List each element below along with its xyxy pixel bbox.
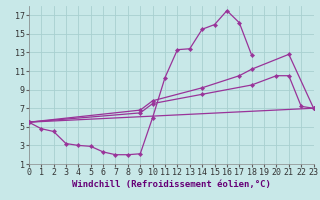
X-axis label: Windchill (Refroidissement éolien,°C): Windchill (Refroidissement éolien,°C) bbox=[72, 180, 271, 189]
